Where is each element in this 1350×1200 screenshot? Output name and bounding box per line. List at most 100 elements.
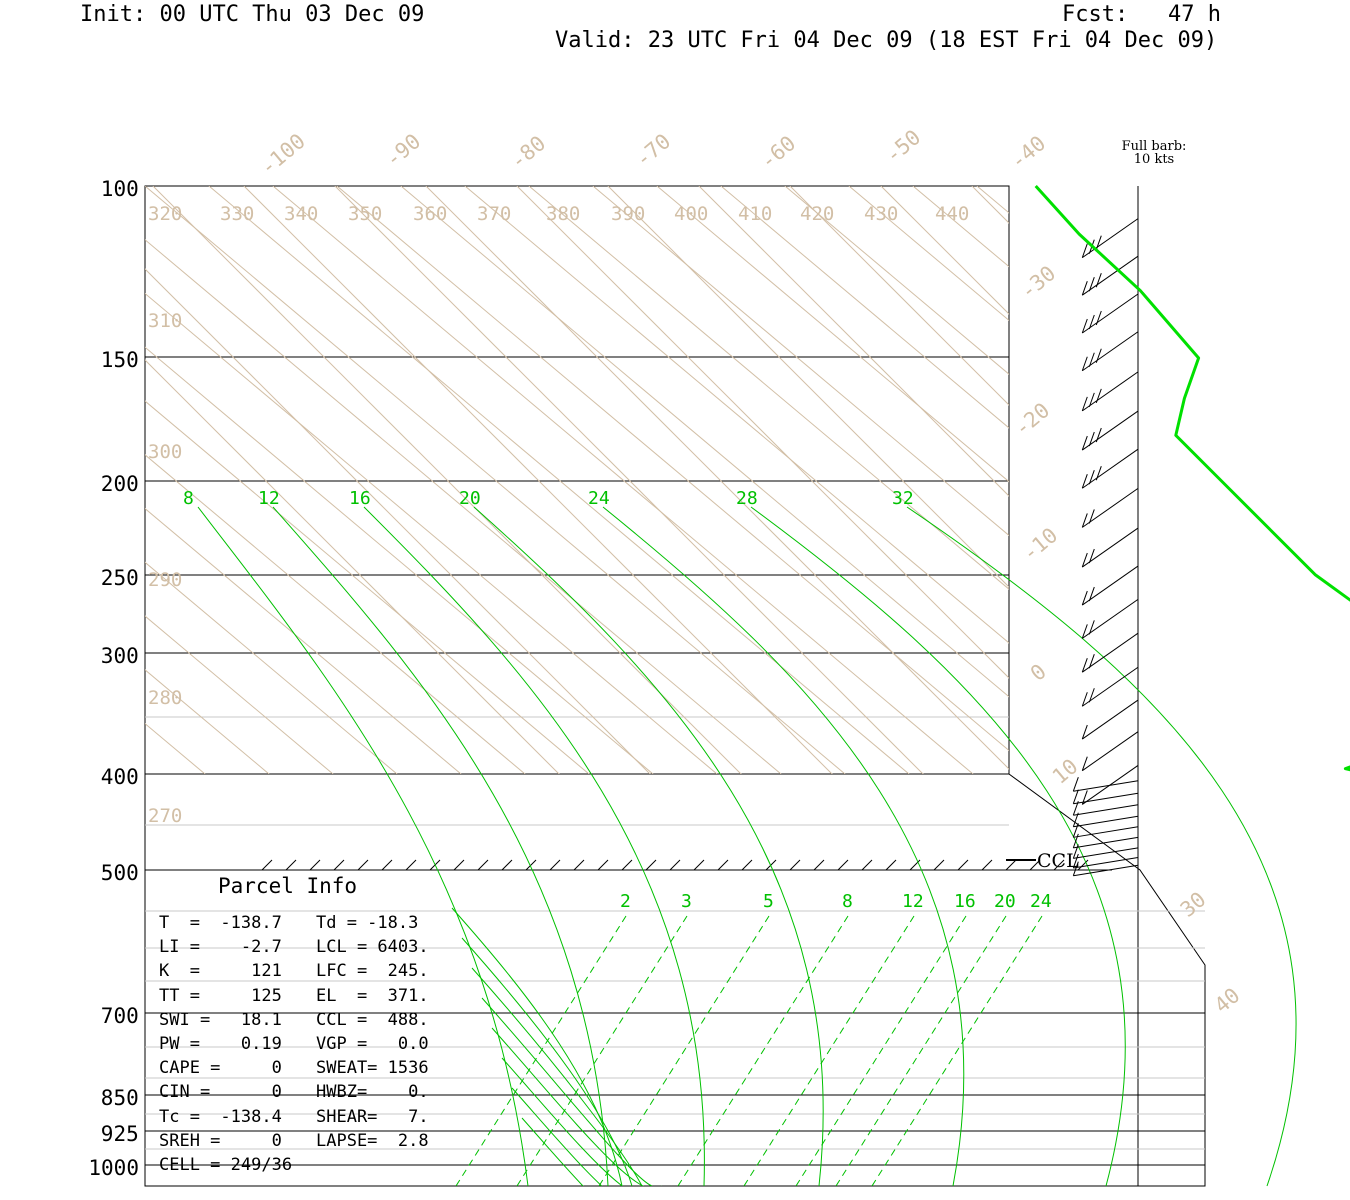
- dry-adiabat-14: [1041, 186, 1350, 774]
- barb-flag: [1072, 789, 1079, 804]
- parcel-info-left-5: PW = 0.19: [159, 1034, 282, 1054]
- parcel-info-right-7: HWBZ= 0.: [316, 1082, 429, 1103]
- mixing-ratio-label-12: 12: [902, 891, 924, 912]
- pressure-label-500: 500: [101, 861, 139, 885]
- barb-staff: [1082, 331, 1139, 372]
- upper-grid: [145, 186, 1350, 1165]
- parcel-info-left-6: CAPE = 0: [159, 1058, 282, 1079]
- barb-flag: [1095, 388, 1102, 404]
- wind-barb: [1081, 632, 1139, 673]
- barb-flag: [1095, 466, 1102, 481]
- theta-label-320: 320: [148, 203, 182, 225]
- wind-barb: [1081, 410, 1139, 451]
- theta-label-360: 360: [413, 203, 447, 225]
- isotherm--40: [971, 186, 1009, 224]
- barb-flag: [1095, 310, 1102, 326]
- wind-barb: [1081, 666, 1139, 707]
- barb-staff: [1082, 255, 1139, 296]
- hatch-mark: [261, 859, 273, 871]
- sat-adiabat-16: [363, 506, 705, 1187]
- isotherm-label--30: -30: [1016, 261, 1060, 304]
- wind-barb: [1081, 448, 1139, 489]
- dry-adiabat-3: [336, 186, 1009, 752]
- barb-staff: [1082, 731, 1139, 772]
- pressure-label-150: 150: [101, 348, 139, 372]
- barb-staff: [1073, 836, 1139, 849]
- sat-adiabat-32: [906, 506, 1297, 1187]
- barb-flag: [1081, 590, 1088, 606]
- mixing-ratio-label-2: 2: [620, 891, 631, 912]
- barb-flag: [1088, 586, 1095, 602]
- valid-time: Valid: 23 UTC Fri 04 Dec 09 (18 EST Fri …: [555, 28, 1218, 53]
- theta-label-410: 410: [738, 203, 772, 225]
- hatch-mark: [981, 859, 993, 871]
- isotherm--50: [880, 186, 1009, 315]
- barb-staff: [1073, 857, 1139, 869]
- hatch-mark: [1029, 859, 1041, 871]
- lower-grid: [451, 907, 1043, 1186]
- wind-barb: [1072, 853, 1139, 869]
- isotherm-label--10: -10: [1018, 523, 1062, 566]
- theta-label-400: 400: [674, 203, 708, 225]
- parcel-info-right-2: LFC = 245.: [316, 961, 429, 982]
- plot-frame: [144, 185, 1206, 1187]
- mixing-ratio-2: [455, 915, 627, 1186]
- isotherm-label--80: -80: [506, 131, 550, 174]
- barb-flag: [1072, 833, 1079, 849]
- hatch-mark: [885, 859, 897, 871]
- pressure-label-250: 250: [101, 566, 139, 590]
- hatch-mark: [525, 859, 537, 871]
- isotherm-label--60: -60: [756, 131, 800, 174]
- hatch-mark: [645, 859, 657, 871]
- hatch-mark: [1077, 859, 1089, 871]
- hatch-mark: [957, 859, 969, 871]
- mixing-ratio-20: [835, 915, 1007, 1186]
- barb-flag: [1072, 812, 1079, 827]
- barb-flag: [1095, 235, 1102, 250]
- sat-adiabat-label-12: 12: [258, 488, 280, 509]
- barb-flag: [1081, 552, 1088, 568]
- wind-barb: [1081, 293, 1139, 334]
- dry-adiabat-10: [784, 186, 1009, 375]
- barb-flag: [1072, 853, 1079, 869]
- barb-flag: [1081, 724, 1088, 740]
- isotherm--30: [1063, 186, 1350, 1165]
- hatch-mark: [933, 859, 945, 871]
- sat-adiabat-label-16: 16: [349, 488, 371, 509]
- barb-staff: [1082, 410, 1139, 451]
- parcel-info-left-9: SREH = 0: [159, 1130, 282, 1151]
- isotherm-label-30: 30: [1176, 887, 1211, 922]
- barb-flag: [1088, 392, 1095, 408]
- isotherm--100: [425, 186, 1009, 770]
- dry-adiabat--2: [145, 292, 718, 774]
- dry-adiabat-17: [1233, 186, 1350, 774]
- isotherm-label--100: -100: [256, 129, 310, 180]
- dry-adiabat-11: [848, 186, 1009, 322]
- dry-adiabat-6: [528, 186, 1009, 590]
- barb-staff: [1073, 826, 1139, 838]
- barb-flag: [1081, 318, 1088, 334]
- barb-flag: [1088, 548, 1095, 564]
- barb-flag: [1081, 243, 1088, 258]
- barb-flag: [1088, 314, 1095, 330]
- dry-adiabat--4: [145, 400, 590, 774]
- wind-barb: [1081, 487, 1139, 528]
- mixing-ratio-5: [598, 915, 770, 1186]
- dry-adiabat--8: [145, 615, 334, 774]
- hatch-mark: [405, 859, 417, 871]
- parcel-info-right-1: LCL = 6403.: [316, 937, 429, 958]
- barb-flag: [1072, 777, 1079, 792]
- barb-staff: [1082, 293, 1139, 334]
- parcel-info-title: Parcel Info: [218, 874, 358, 898]
- sat-adiabat-8: [197, 506, 529, 1187]
- wind-barb: [1081, 598, 1139, 639]
- sat-adiabat-label-20: 20: [459, 488, 481, 509]
- hatch-mark: [597, 859, 609, 871]
- dry-adiabat-12: [912, 186, 1009, 268]
- barb-staff: [1082, 666, 1139, 707]
- parcel-info-left-7: CIN = 0: [159, 1082, 282, 1103]
- parcel-info-left-8: Tc = -138.4: [159, 1106, 282, 1127]
- barb-flag: [1072, 861, 1079, 876]
- barb-staff: [1082, 448, 1139, 489]
- dry-adiabat-16: [1169, 186, 1350, 774]
